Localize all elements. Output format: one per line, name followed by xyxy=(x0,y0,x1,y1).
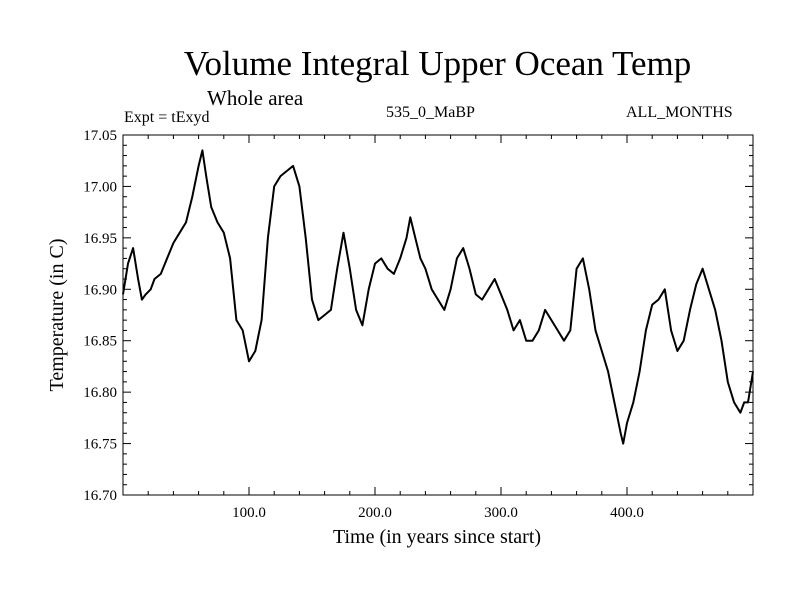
y-tick-label: 16.85 xyxy=(83,334,117,350)
y-axis-label: Temperature (in C) xyxy=(46,239,68,392)
plot-frame xyxy=(122,134,754,496)
temperature-series-line xyxy=(122,149,754,445)
y-tick-label: 16.90 xyxy=(83,282,117,298)
period-label: 535_0_MaBP xyxy=(386,104,475,121)
x-tick-label: 400.0 xyxy=(610,505,644,521)
chart-subtitle: Whole area xyxy=(207,86,304,110)
y-tick-label: 17.00 xyxy=(83,179,117,195)
y-tick-label: 16.95 xyxy=(83,231,117,247)
x-axis-label: Time (in years since start) xyxy=(333,526,541,548)
y-tick-label: 16.80 xyxy=(83,385,117,401)
x-tick-label: 300.0 xyxy=(484,505,518,521)
months-label: ALL_MONTHS xyxy=(626,104,733,121)
x-tick-labels: 100.0 200.0 300.0 400.0 xyxy=(232,505,644,521)
y-tick-label: 17.05 xyxy=(83,128,117,144)
x-tick-label: 200.0 xyxy=(358,505,392,521)
y-tick-label: 16.70 xyxy=(83,488,117,504)
x-tick-label: 100.0 xyxy=(232,505,266,521)
y-tick-label: 16.75 xyxy=(83,437,117,453)
experiment-label: Expt = tExyd xyxy=(124,109,210,126)
y-tick-labels: 16.70 16.75 16.80 16.85 16.90 16.95 17.00 17.05 xyxy=(83,128,117,504)
chart-title: Volume Integral Upper Ocean Temp xyxy=(183,44,692,83)
axis-ticks xyxy=(122,134,754,496)
